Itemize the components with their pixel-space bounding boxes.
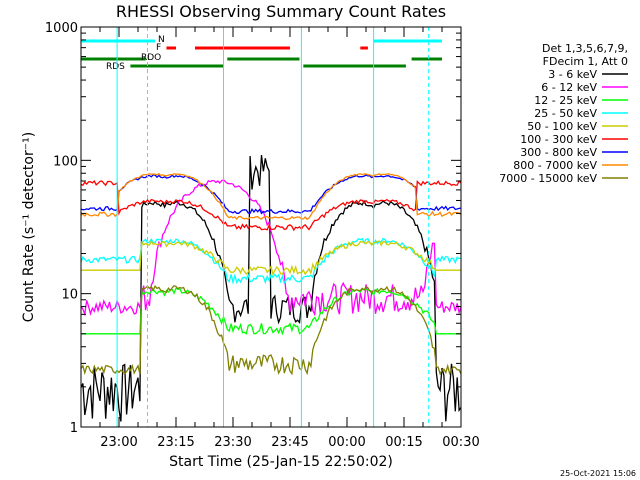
- footer-timestamp: 25-Oct-2021 15:06: [560, 469, 636, 478]
- x-tick-label: 00:00: [328, 435, 365, 450]
- legend-label: 50 - 100 keV: [527, 120, 597, 133]
- legend-label: 6 - 12 keV: [541, 81, 597, 94]
- legend-label: 25 - 50 keV: [534, 107, 597, 120]
- flag-label-f: F: [156, 43, 161, 53]
- legend-label: 300 - 800 keV: [520, 146, 597, 159]
- y-tick-label: 10: [61, 288, 78, 303]
- series-line: [81, 239, 461, 276]
- series-line: [81, 287, 461, 336]
- legend-label: 3 - 6 keV: [548, 68, 597, 81]
- series-group: [80, 155, 462, 422]
- legend-label: 12 - 25 keV: [534, 94, 597, 107]
- x-tick-label: 00:15: [385, 435, 422, 450]
- boundary-lines: [116, 27, 430, 427]
- series-line: [80, 172, 462, 221]
- legend-label: 100 - 300 keV: [520, 133, 597, 146]
- x-tick-label: 23:00: [100, 435, 137, 450]
- y-axis-label: Count Rate (s⁻¹ detector⁻¹): [21, 132, 37, 322]
- chart-title: RHESSI Observing Summary Count Rates: [116, 2, 446, 21]
- y-tick-label: 1: [70, 421, 78, 436]
- x-tick-label: 00:30: [442, 435, 479, 450]
- x-axis-label: Start Time (25-Jan-15 22:50:02): [169, 454, 393, 470]
- flag-label-n: N: [158, 35, 165, 45]
- series-line: [80, 155, 462, 422]
- series-line: [80, 174, 462, 215]
- legend-header: FDecim 1, Att 0: [543, 55, 628, 68]
- flag-label-rdo: RDO: [141, 53, 161, 63]
- legend-header: Det 1,3,5,6,7,9,: [542, 42, 628, 55]
- legend-label: 800 - 7000 keV: [513, 159, 597, 172]
- x-tick-label: 23:30: [214, 435, 251, 450]
- y-tick-label: 100: [53, 154, 78, 169]
- axes: 23:00 23:15 23:30 23:45 00:00 00:15 00:30 1 10 10…: [45, 21, 480, 450]
- series-line: [80, 284, 462, 376]
- legend-label: 7000 - 15000 keV: [499, 172, 597, 185]
- series-line: [80, 237, 462, 285]
- flag-label-rds: RDS: [106, 62, 125, 72]
- y-tick-label: 1000: [45, 21, 78, 36]
- x-tick-label: 23:45: [271, 435, 308, 450]
- series-line: [80, 179, 462, 232]
- legend: Det 1,3,5,6,7,9,FDecim 1, Att 03 - 6 keV…: [499, 42, 628, 185]
- x-tick-label: 23:15: [157, 435, 194, 450]
